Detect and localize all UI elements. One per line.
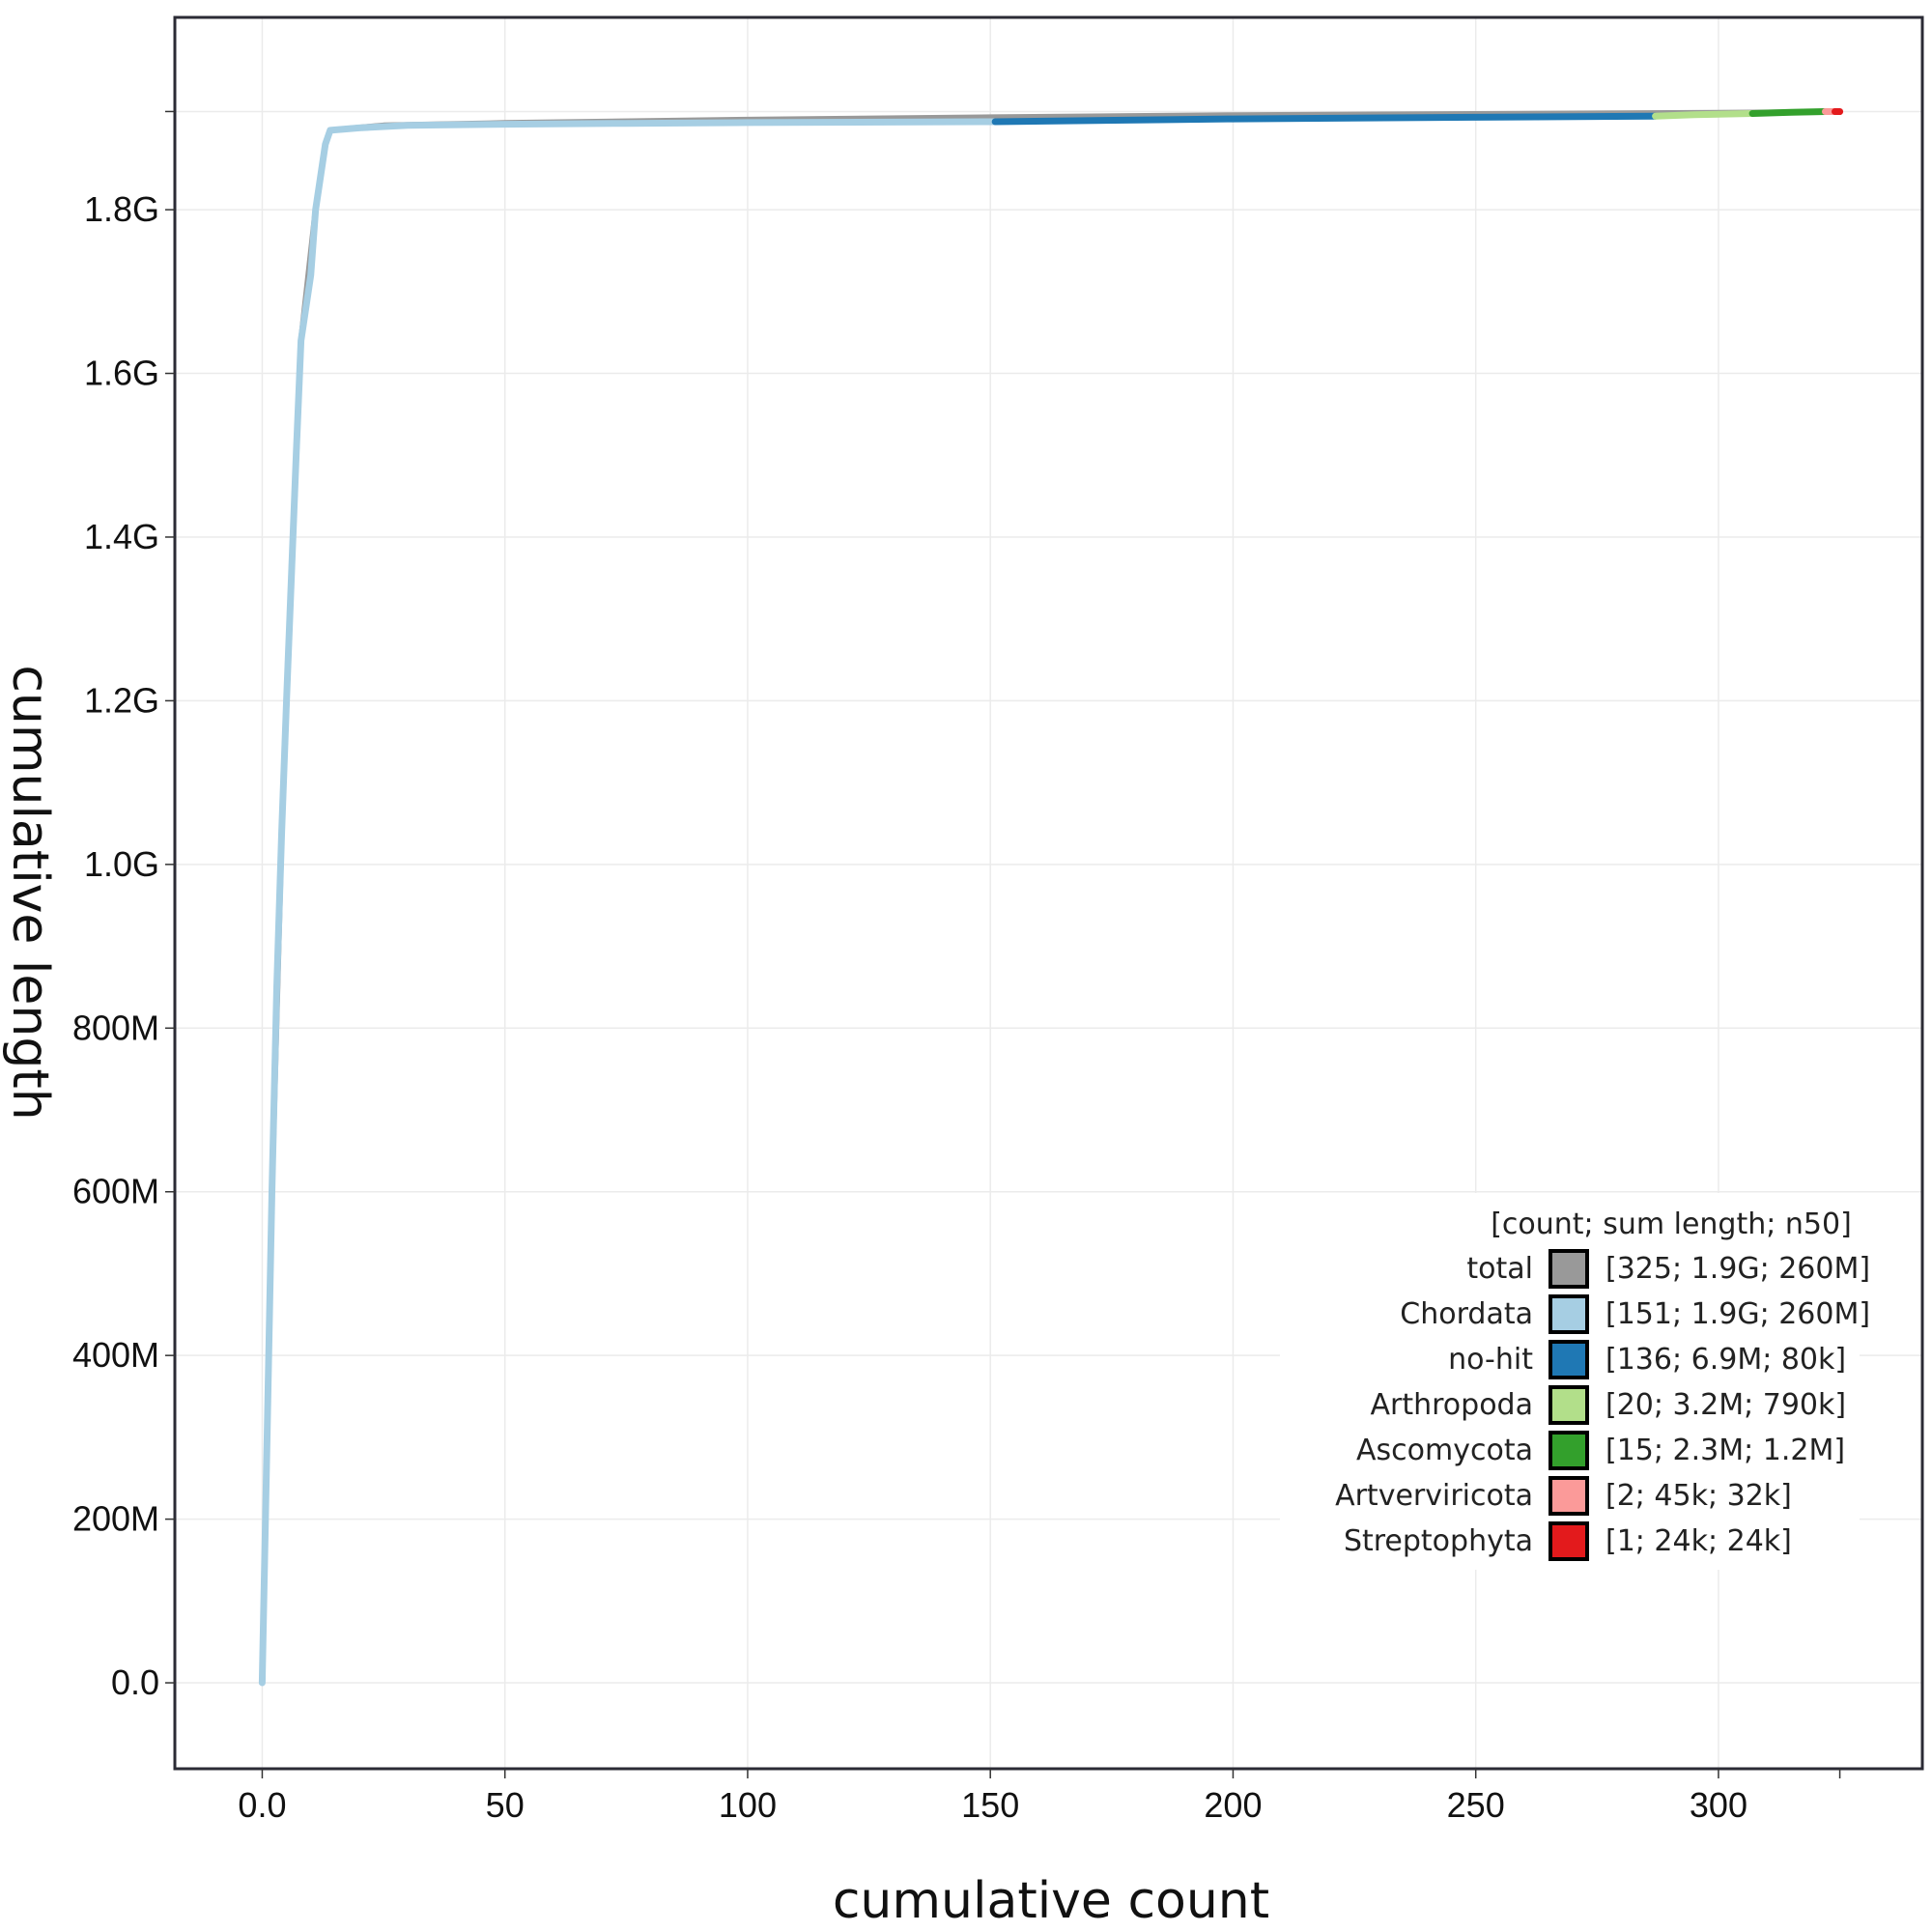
y-tick-label: 1.0G xyxy=(84,844,159,884)
y-axis-title: cumulative length xyxy=(1,665,59,1120)
x-axis: 0.0 50 100 150 200 250 300 xyxy=(238,1769,1841,1825)
series-line-arthropoda xyxy=(1652,110,1756,120)
legend-swatch xyxy=(1548,1431,1589,1470)
series-line-chordata xyxy=(258,118,999,1687)
y-tick-label: 600M xyxy=(72,1172,159,1211)
legend-label: Chordata xyxy=(1400,1297,1533,1331)
y-tick-label: 800M xyxy=(72,1008,159,1047)
legend-stats: [325; 1.9G; 260M] xyxy=(1605,1252,1870,1286)
legend-swatch xyxy=(1548,1249,1589,1289)
series-line-ascomycota xyxy=(1748,108,1829,117)
series-lines xyxy=(258,108,1844,1687)
legend-label: no-hit xyxy=(1448,1343,1533,1377)
x-tick-label: 50 xyxy=(486,1785,525,1825)
legend-label: Streptophyta xyxy=(1344,1524,1533,1558)
legend-swatch xyxy=(1548,1521,1589,1561)
legend-stats: [20; 3.2M; 790k] xyxy=(1605,1388,1846,1422)
legend-stats: [15; 2.3M; 1.2M] xyxy=(1605,1434,1845,1467)
series-line-no-hit xyxy=(991,112,1660,126)
legend-label: total xyxy=(1466,1252,1533,1286)
x-tick-label: 250 xyxy=(1447,1785,1505,1825)
plot-frame xyxy=(173,15,1924,1771)
legend-stats: [1; 24k; 24k] xyxy=(1605,1524,1792,1558)
legend-header: [count; sum length; n50] xyxy=(1491,1208,1852,1241)
y-tick-label: 0.0 xyxy=(111,1662,159,1702)
legend-stats: [2; 45k; 32k] xyxy=(1605,1479,1792,1513)
y-tick-label: 200M xyxy=(72,1499,159,1539)
legend-swatch xyxy=(1548,1385,1589,1425)
x-tick-label: 300 xyxy=(1690,1785,1747,1825)
legend-label: Ascomycota xyxy=(1356,1434,1533,1467)
x-axis-title: cumulative count xyxy=(833,1872,1269,1930)
legend-label: Artverviricota xyxy=(1335,1479,1533,1513)
x-tick-label: 150 xyxy=(961,1785,1019,1825)
legend-swatch xyxy=(1548,1294,1589,1334)
legend-stats: [136; 6.9M; 80k] xyxy=(1605,1343,1846,1377)
x-tick-label: 0.0 xyxy=(238,1785,286,1825)
legend-stats: [151; 1.9G; 260M] xyxy=(1605,1297,1870,1331)
y-tick-label: 1.4G xyxy=(84,517,159,556)
y-tick-label: 1.6G xyxy=(84,354,159,393)
legend-swatch xyxy=(1548,1340,1589,1379)
x-tick-label: 200 xyxy=(1204,1785,1262,1825)
legend-label: Arthropoda xyxy=(1371,1388,1534,1422)
y-axis: 0.0 200M 400M 600M 800M 1.0G 1.2G 1.4G 1.6G 1.8G xyxy=(72,110,175,1702)
legend: [count; sum length; n50] total [325; 1.9G;… xyxy=(1280,1193,1870,1570)
legend-swatch xyxy=(1548,1476,1589,1516)
y-tick-label: 1.2G xyxy=(84,680,159,720)
y-tick-label: 400M xyxy=(72,1335,159,1375)
y-tick-label: 1.8G xyxy=(84,189,159,229)
x-tick-label: 100 xyxy=(719,1785,777,1825)
